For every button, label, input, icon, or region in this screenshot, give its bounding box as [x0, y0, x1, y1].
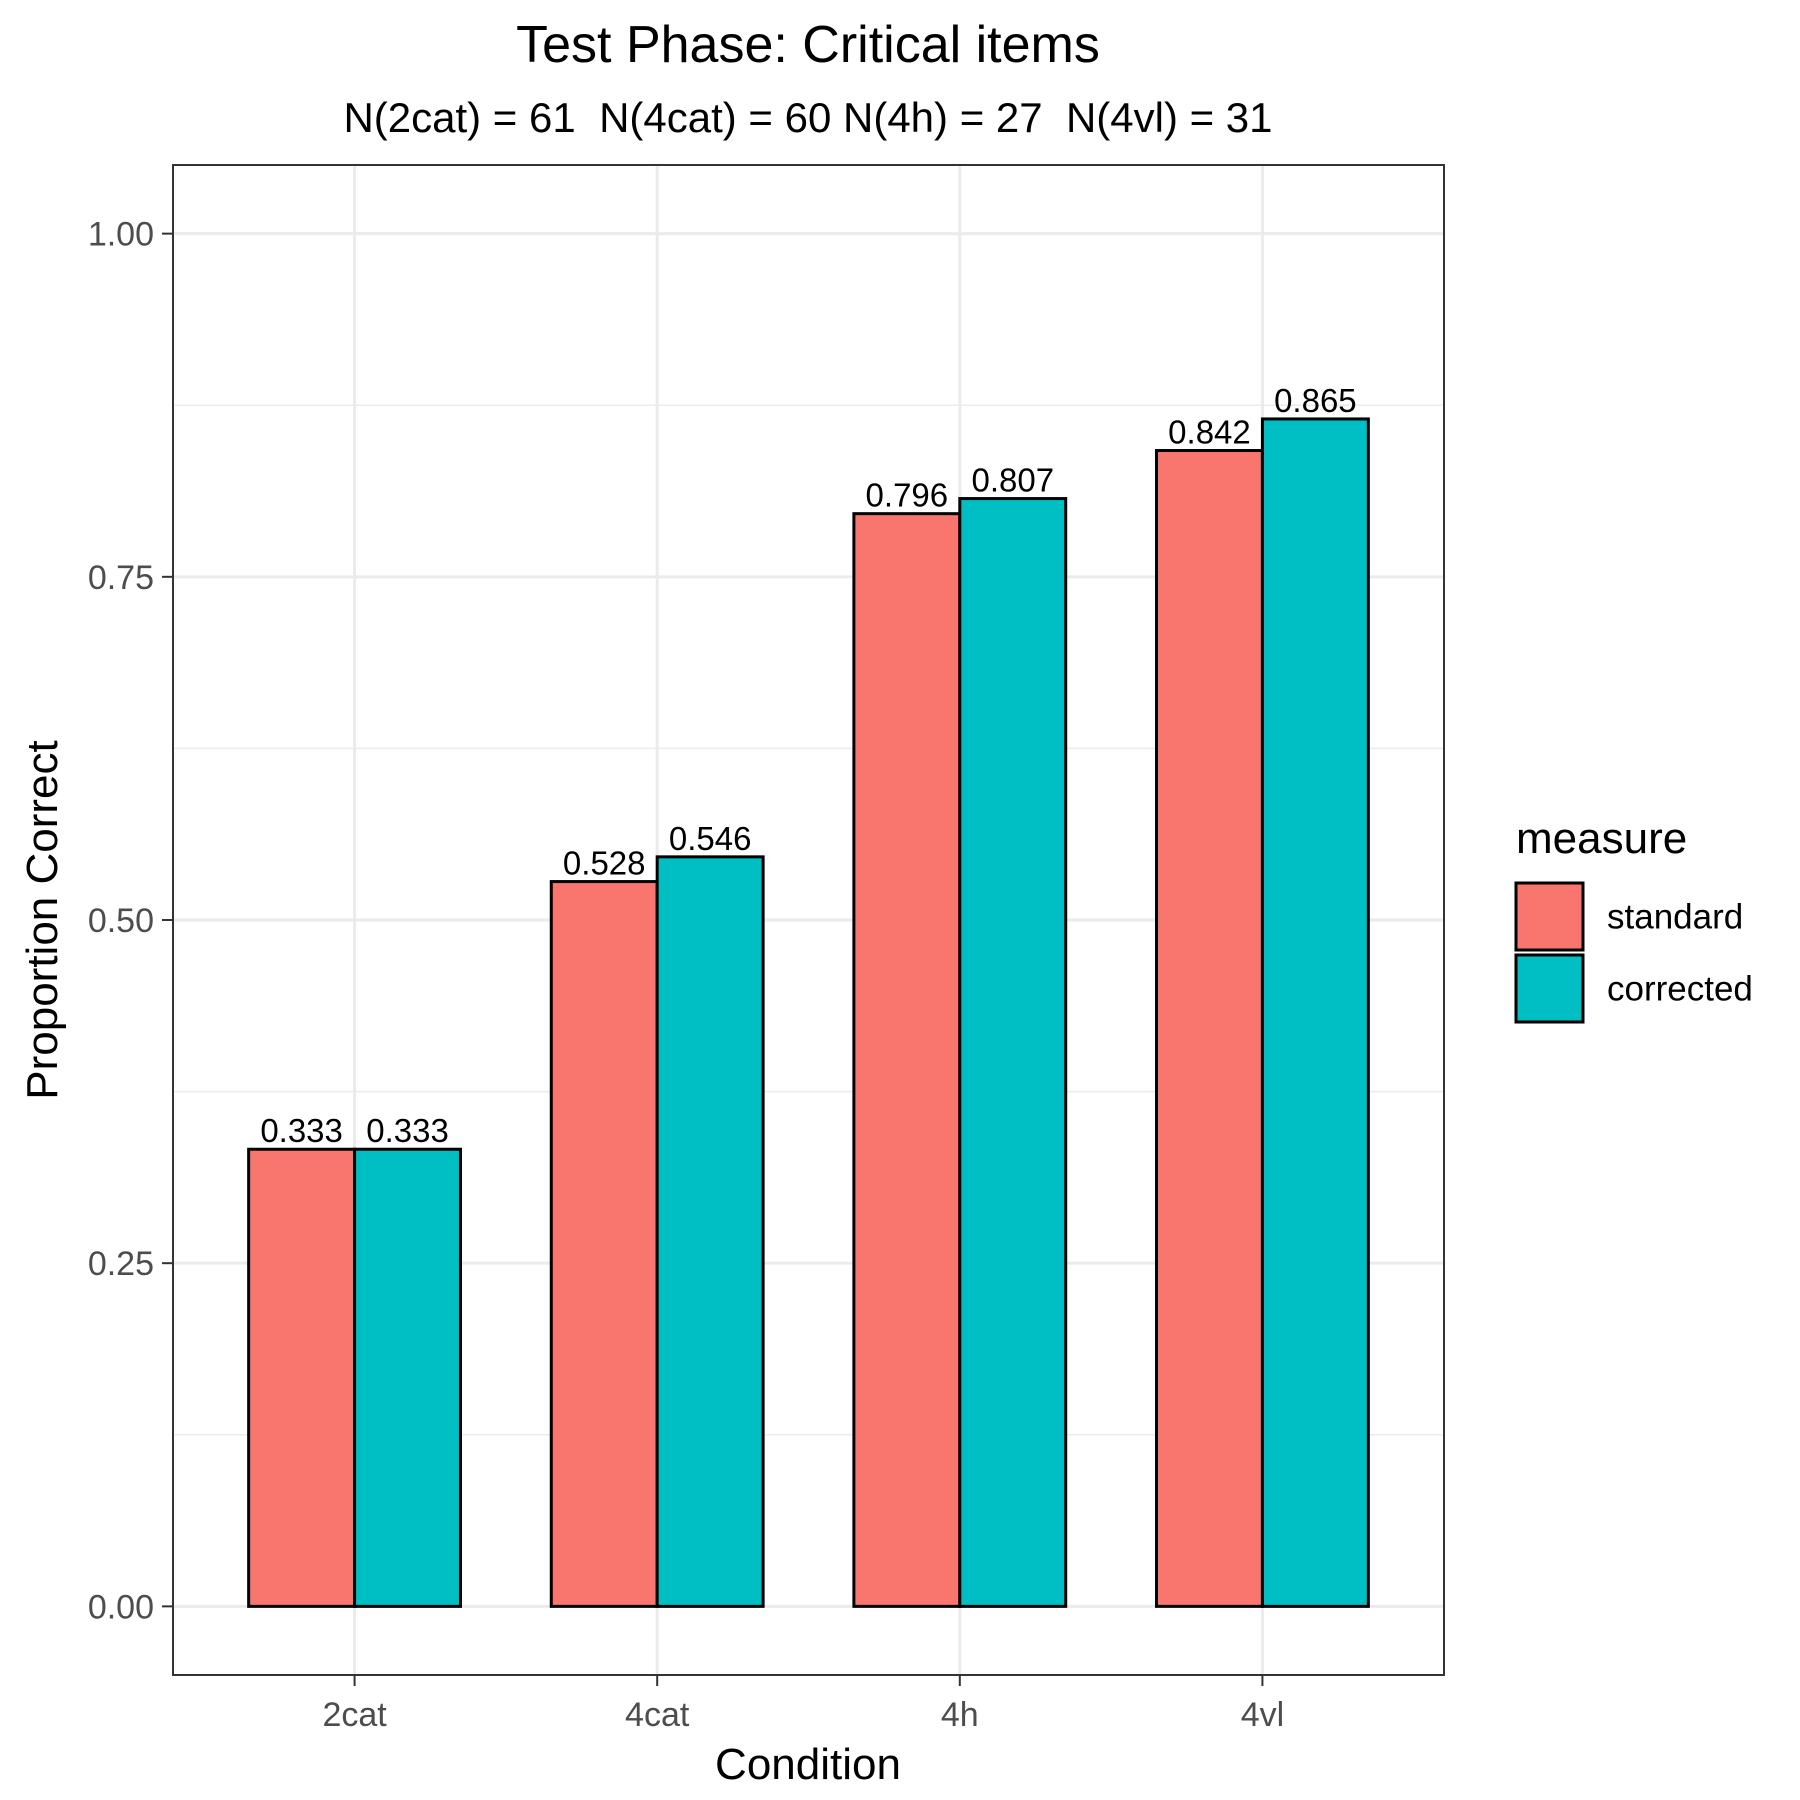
plot-area: 0.333 0.528 0.796 0.842 0.333 0.546 0.807 0.865…	[88, 164, 1445, 1734]
x-tick-label: 4h	[941, 1696, 979, 1734]
bar-value-label: 0.528	[563, 845, 646, 882]
bar-corrected-4h	[958, 497, 1068, 1608]
bar-corrected-4vl	[1260, 417, 1370, 1608]
y-axis-title: Proportion Correct	[18, 740, 67, 1099]
bar-value-label: 0.865	[1274, 382, 1357, 419]
bar-standard-4h	[852, 512, 962, 1608]
legend-key-standard	[1514, 881, 1585, 952]
bar-standard-2cat	[247, 1147, 357, 1608]
bar-value-label: 0.796	[866, 477, 949, 514]
bar-value-label: 0.333	[366, 1112, 449, 1149]
bar-standard-4cat	[549, 880, 659, 1608]
bar-value-label: 0.546	[669, 820, 752, 857]
x-tick-label: 4cat	[625, 1696, 690, 1734]
y-tick-label: 0.00	[88, 1588, 154, 1626]
bar-corrected-2cat	[353, 1147, 462, 1608]
y-tick-label: 0.50	[88, 902, 154, 940]
legend-label-corrected: corrected	[1607, 970, 1753, 1009]
y-tick-label: 1.00	[88, 216, 154, 254]
chart-title: Test Phase: Critical items	[516, 16, 1100, 74]
bar-value-label: 0.842	[1168, 414, 1251, 451]
x-axis-title: Condition	[715, 1740, 901, 1789]
y-tick-label: 0.25	[88, 1245, 154, 1283]
legend-title: measure	[1516, 814, 1687, 863]
legend: measure standard corrected	[1514, 814, 1753, 1024]
bar-corrected-4cat	[655, 855, 765, 1608]
bar-value-label: 0.807	[971, 462, 1054, 499]
y-tick-label: 0.75	[88, 559, 154, 597]
legend-key-corrected	[1514, 953, 1585, 1024]
legend-label-standard: standard	[1607, 898, 1743, 937]
chart-subtitle: N(2cat) = 61 N(4cat) = 60 N(4h) = 27 N(4…	[343, 94, 1272, 141]
x-tick-label: 4vl	[1241, 1696, 1284, 1734]
bar-value-label: 0.333	[260, 1112, 343, 1149]
x-tick-label: 2cat	[322, 1696, 387, 1734]
bar-standard-4vl	[1155, 449, 1264, 1608]
